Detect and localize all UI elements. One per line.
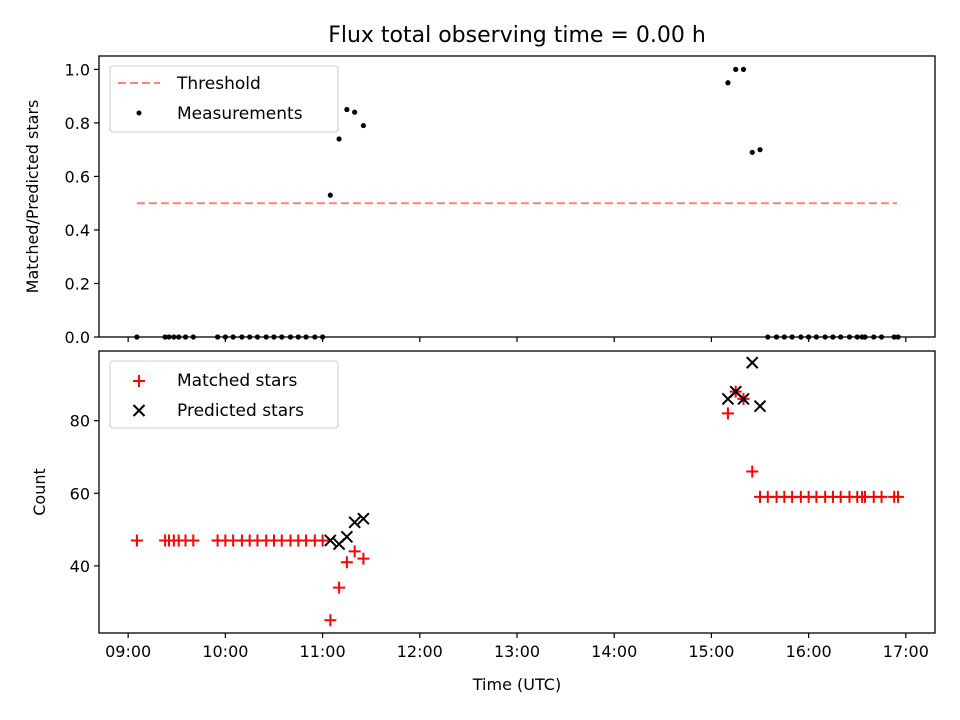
legend-threshold-label: Threshold [176, 74, 261, 94]
x-tick-label: 11:00 [300, 642, 346, 661]
predicted-stars-point [753, 399, 767, 413]
x-tick-label: 10:00 [202, 642, 248, 661]
top-y-tick-label: 0.0 [65, 328, 90, 347]
bottom-legend-box [109, 360, 339, 429]
legend-matched-label: Matched stars [177, 371, 297, 391]
legend-predicted-swatch [132, 404, 146, 417]
top-y-tick-label: 1.0 [65, 60, 90, 79]
legend-predicted-label: Predicted stars [177, 401, 304, 421]
matched-stars-point [892, 490, 905, 503]
bottom-legend: Matched stars Predicted stars [109, 360, 339, 429]
measurements-point [352, 109, 358, 115]
bottom-plot-marks [130, 356, 905, 627]
top-y-tick-label: 0.2 [65, 274, 90, 293]
legend-matched-swatch [133, 375, 145, 387]
legend-measurements-label: Measurements [177, 104, 303, 124]
x-tick-label: 14:00 [591, 642, 637, 661]
top-legend-box [109, 65, 339, 133]
matched-stars-point [130, 534, 143, 547]
matched-stars-point [875, 490, 888, 503]
measurements-point [327, 192, 333, 198]
predicted-stars-point [324, 534, 337, 547]
top-axis-ticks: 0.0 0.2 0.4 0.6 0.8 1.0 [65, 60, 907, 347]
measurements-point [336, 136, 342, 142]
x-tick-label: 16:00 [786, 642, 832, 661]
x-tick-label: 13:00 [494, 642, 540, 661]
bottom-y-tick-label: 40 [70, 557, 90, 576]
predicted-stars-point [737, 392, 750, 406]
measurements-point [344, 106, 350, 113]
bottom-y-axis-label: Count [30, 468, 49, 516]
matched-stars-point [333, 581, 346, 594]
measurements-point [757, 147, 763, 153]
legend-measurements-swatch [136, 110, 142, 116]
x-tick-label: 15:00 [688, 642, 734, 661]
matched-stars-point [348, 545, 361, 558]
matched-stars-point [721, 407, 734, 420]
bottom-y-tick-label: 60 [70, 484, 90, 503]
predicted-stars-point [357, 512, 370, 525]
x-tick-label: 12:00 [397, 642, 443, 661]
top-y-axis-label: Matched/Predicted stars [23, 100, 42, 294]
measurements-point [740, 66, 747, 72]
measurements-point [733, 66, 739, 72]
predicted-stars-point [340, 530, 354, 544]
top-y-tick-label: 0.6 [65, 167, 90, 186]
measurements-point [725, 80, 731, 86]
bottom-axis-ticks: 09:00 10:00 11:00 12:00 13:00 14:00 15:00 16:00… [70, 412, 929, 661]
matched-stars-point [187, 534, 200, 547]
top-y-tick-label: 0.8 [65, 114, 90, 133]
top-panel: 0.0 0.2 0.4 0.6 0.8 1.0 Matched/Predicted sta… [23, 55, 936, 347]
matched-stars-point [316, 534, 329, 547]
predicted-stars-point [746, 356, 759, 369]
x-tick-label: 17:00 [883, 642, 929, 661]
x-tick-label: 09:00 [105, 642, 151, 661]
matched-stars-point [324, 614, 337, 627]
bottom-panel: 09:00 10:00 11:00 12:00 13:00 14:00 15:00 16:00… [30, 350, 936, 694]
measurements-point [360, 122, 367, 129]
x-axis-label: Time (UTC) [472, 675, 561, 694]
top-y-tick-label: 0.4 [65, 221, 90, 240]
top-legend: Threshold Measurements [109, 65, 339, 133]
bottom-y-tick-label: 80 [70, 412, 90, 431]
matched-stars-point [357, 552, 370, 565]
matched-stars-point [746, 465, 759, 478]
matched-stars-point [340, 556, 353, 569]
predicted-stars-point [348, 516, 361, 529]
measurements-point [749, 149, 755, 155]
figure-title: Flux total observing time = 0.00 h [328, 23, 706, 48]
